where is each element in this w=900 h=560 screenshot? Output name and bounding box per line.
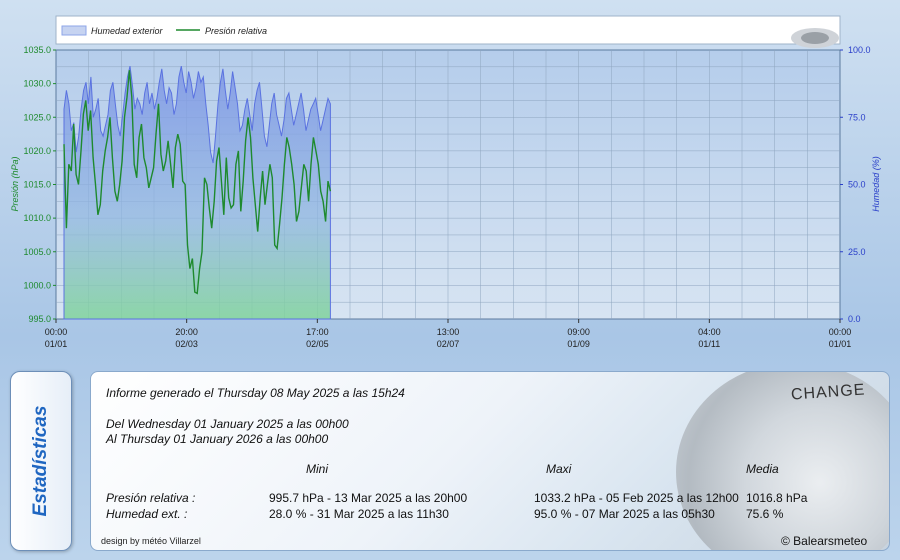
x-tick-date: 02/03	[175, 339, 198, 349]
x-tick-time: 09:00	[567, 327, 590, 337]
x-tick-time: 00:00	[45, 327, 68, 337]
x-tick-date: 02/05	[306, 339, 329, 349]
left-tick-label: 1030.0	[23, 79, 51, 89]
left-tick-label: 1005.0	[23, 247, 51, 257]
right-tick-label: 75.0	[848, 112, 866, 122]
left-tick-label: 1000.0	[23, 280, 51, 290]
right-tick-label: 25.0	[848, 247, 866, 257]
left-tick-label: 1035.0	[23, 45, 51, 55]
pressure-mini: 995.7 hPa - 13 Mar 2025 a las 20h00	[269, 491, 468, 505]
barometer-thumbnail-icon	[791, 28, 839, 48]
row-label-humidity: Humedad ext. :	[106, 507, 188, 521]
x-axis-ticks: 00:00 01/01 20:00 02/03 17:00 02/05 13:00 02/07…	[45, 319, 852, 349]
left-tick-label: 1025.0	[23, 112, 51, 122]
x-tick-date: 01/01	[829, 339, 852, 349]
statistics-tab[interactable]: Estadísticas	[10, 371, 72, 551]
x-tick-date: 01/11	[698, 339, 720, 349]
humidity-mini: 28.0 % - 31 Mar 2025 a las 11h30	[269, 507, 449, 521]
period-to: Al Thursday 01 January 2026 a las 00h00	[106, 432, 329, 446]
x-tick-time: 04:00	[698, 327, 721, 337]
copyright: © Balearsmeteo	[781, 534, 868, 548]
chart: 995.0 1000.0 1005.0 1010.0 1015.0 1020.0 1025.…	[10, 15, 881, 349]
legend-label-pressure: Presión relativa	[205, 26, 267, 36]
x-tick-date: 01/01	[45, 339, 68, 349]
x-tick-date: 02/07	[437, 339, 460, 349]
left-axis-ticks: 995.0 1000.0 1005.0 1010.0 1015.0 1020.0 1025.…	[23, 45, 56, 324]
right-tick-label: 0.0	[848, 314, 861, 324]
statistics-tab-label: Estadísticas	[30, 405, 51, 517]
header-maxi: Maxi	[546, 462, 572, 476]
legend-swatch-humidity	[61, 25, 87, 36]
x-tick-time: 00:00	[829, 327, 852, 337]
barometer-gauge-icon	[676, 372, 889, 550]
humidity-maxi: 95.0 % - 07 Mar 2025 a las 05h30	[534, 507, 715, 521]
humidity-media: 75.6 %	[746, 507, 784, 521]
left-tick-label: 995.0	[28, 314, 51, 324]
header-media: Media	[746, 462, 779, 476]
x-tick-date: 01/09	[567, 339, 590, 349]
humidity-area	[63, 65, 331, 320]
right-axis-ticks: 0.0 25.0 50.0 75.0 100.0	[840, 45, 871, 324]
x-tick-time: 20:00	[175, 327, 198, 337]
pressure-maxi: 1033.2 hPa - 05 Feb 2025 a las 12h00	[534, 491, 739, 505]
report-generated: Informe generado el Thursday 08 May 2025…	[106, 386, 405, 400]
design-credit: design by météo Villarzel	[101, 536, 201, 546]
statistics-panel: CHANGE Informe generado el Thursday 08 M…	[90, 371, 890, 551]
legend: Humedad exterior Presión relativa	[55, 15, 841, 48]
left-tick-label: 1020.0	[23, 146, 51, 156]
left-tick-label: 1015.0	[23, 180, 51, 190]
left-tick-label: 1010.0	[23, 213, 51, 223]
pressure-line	[63, 70, 332, 295]
x-tick-time: 17:00	[306, 327, 329, 337]
right-tick-label: 100.0	[848, 45, 871, 55]
left-axis-label: Presión (hPa)	[10, 156, 20, 211]
header-mini: Mini	[306, 462, 329, 476]
legend-label-humidity: Humedad exterior	[91, 26, 164, 36]
row-label-pressure: Presión relativa :	[106, 491, 196, 505]
pressure-media: 1016.8 hPa	[746, 491, 808, 505]
right-axis-label: Humedad (%)	[871, 156, 881, 212]
x-tick-time: 13:00	[437, 327, 460, 337]
right-tick-label: 50.0	[848, 180, 866, 190]
period-from: Del Wednesday 01 January 2025 a las 00h0…	[106, 417, 349, 431]
